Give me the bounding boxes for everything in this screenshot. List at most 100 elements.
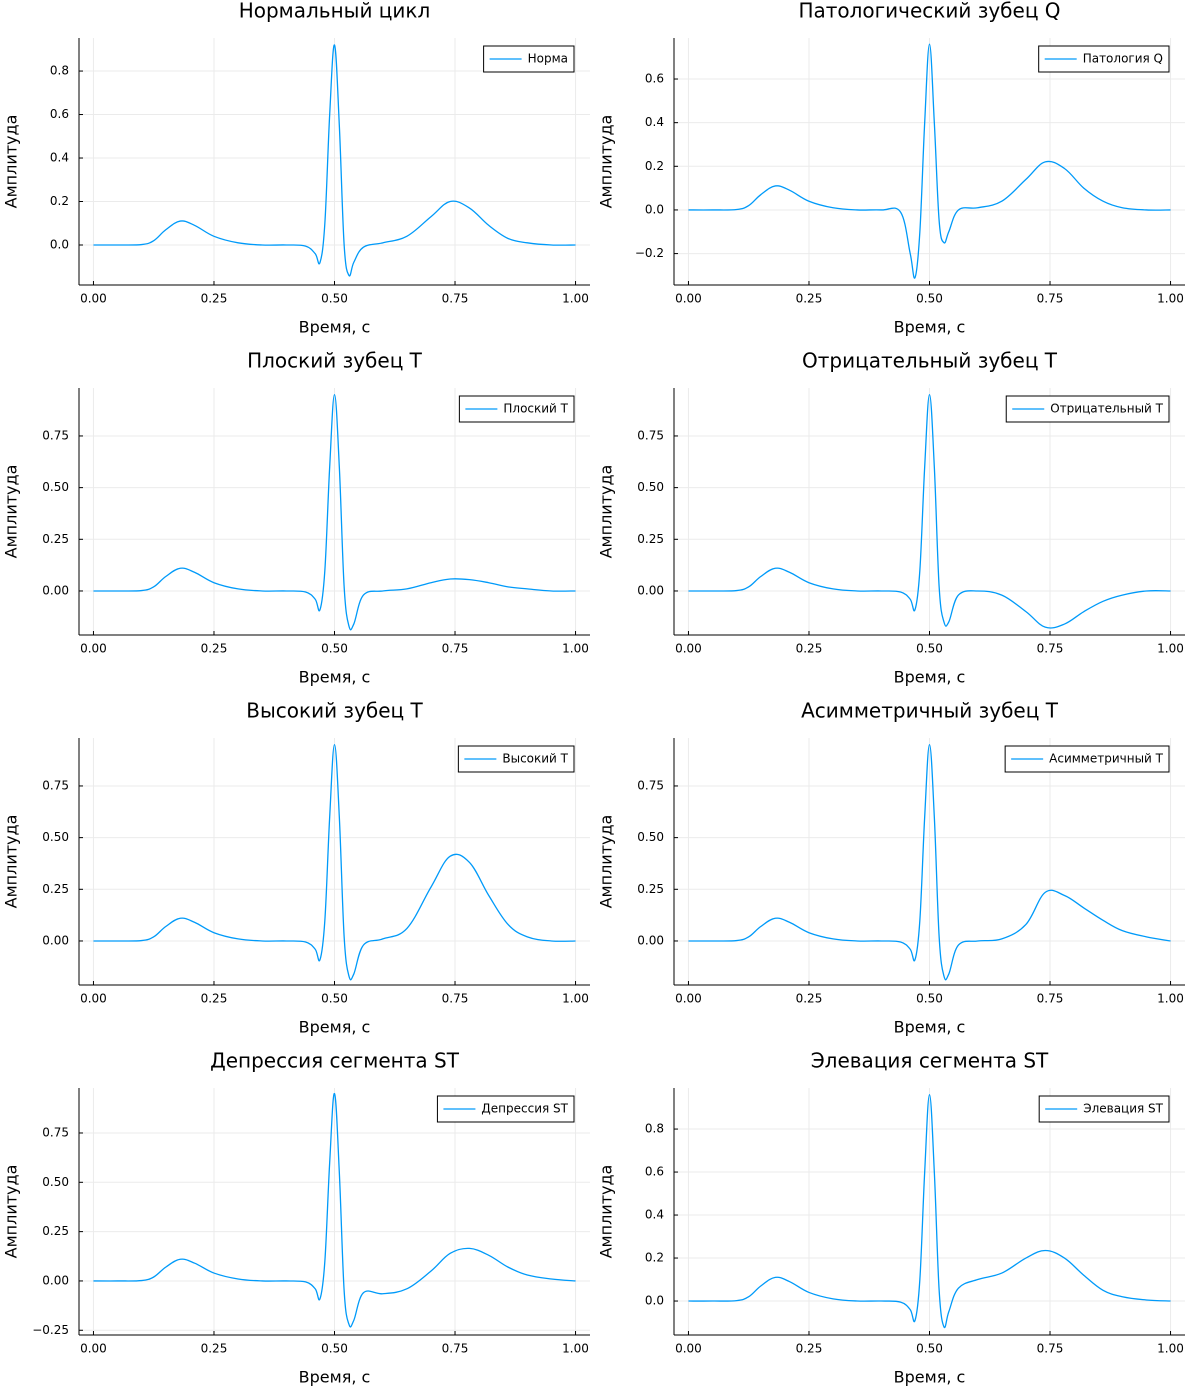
legend: Депрессия ST <box>436 1095 575 1123</box>
y-axis-label: Амплитуда <box>597 115 616 209</box>
x-tick-label: 1.00 <box>1157 992 1184 1006</box>
legend-label: Норма <box>528 52 568 66</box>
x-axis-label: Время, с <box>894 1018 966 1037</box>
y-tick-label: 0.4 <box>645 1208 664 1222</box>
x-tick-label: 0.75 <box>442 292 469 306</box>
y-tick-label: 0.50 <box>42 480 69 494</box>
y-tick-label: 0.50 <box>42 830 69 844</box>
x-tick-label: 1.00 <box>1157 642 1184 656</box>
chart-title: Высокий зубец T <box>246 699 423 723</box>
legend-label: Элевация ST <box>1083 1102 1163 1116</box>
subplot: Нормальный цикл Время, с Амплитуда 0.00 0.25… <box>2 0 590 337</box>
series-line <box>93 44 576 277</box>
legend-label: Депрессия ST <box>481 1102 568 1116</box>
y-axis-label: Амплитуда <box>597 1165 616 1259</box>
legend: Высокий T <box>457 745 575 773</box>
legend-label: Патология Q <box>1083 52 1163 66</box>
x-tick-label: 0.75 <box>1037 292 1064 306</box>
x-tick-label: 0.50 <box>916 1342 943 1356</box>
x-tick-label: 0.75 <box>442 992 469 1006</box>
y-tick-label: 0.2 <box>645 1251 664 1265</box>
x-tick-label: 0.00 <box>80 642 107 656</box>
x-tick-label: 0.50 <box>321 292 348 306</box>
x-tick-label: 0.00 <box>675 642 702 656</box>
x-tick-label: 1.00 <box>1157 292 1184 306</box>
x-tick-label: 1.00 <box>562 1342 589 1356</box>
y-tick-label: −0.25 <box>32 1323 69 1337</box>
subplot: Асимметричный зубец T Время, с Амплитуда 0.… <box>597 699 1185 1037</box>
x-tick-label: 0.00 <box>80 292 107 306</box>
x-tick-label: 0.75 <box>1037 992 1064 1006</box>
x-tick-label: 1.00 <box>562 292 589 306</box>
legend: Асимметричный T <box>1004 745 1170 773</box>
x-tick-label: 0.25 <box>201 992 228 1006</box>
y-tick-label: 0.25 <box>42 1224 69 1238</box>
y-tick-label: 0.4 <box>645 115 664 129</box>
y-tick-label: 0.4 <box>50 151 69 165</box>
y-tick-label: 0.75 <box>42 778 69 792</box>
x-tick-label: 0.50 <box>321 1342 348 1356</box>
x-tick-label: 0.50 <box>321 642 348 656</box>
legend: Отрицательный T <box>1005 395 1170 423</box>
y-axis-label: Амплитуда <box>2 1165 21 1259</box>
legend-label: Плоский T <box>503 402 568 416</box>
y-tick-label: 0.0 <box>645 202 664 216</box>
y-tick-label: 0.00 <box>42 933 69 947</box>
y-tick-label: 0.75 <box>42 428 69 442</box>
x-tick-label: 0.25 <box>796 642 823 656</box>
chart-title: Асимметричный зубец T <box>801 699 1059 723</box>
x-axis-label: Время, с <box>299 1368 371 1387</box>
x-axis-label: Время, с <box>299 668 371 687</box>
y-tick-label: 0.6 <box>645 72 664 86</box>
subplot: Отрицательный зубец T Время, с Амплитуда 0.… <box>597 349 1185 687</box>
subplot: Высокий зубец T Время, с Амплитуда 0.00 0.25… <box>2 699 590 1037</box>
x-axis-label: Время, с <box>299 1018 371 1037</box>
legend: Норма <box>483 45 575 73</box>
y-tick-label: 0.75 <box>637 428 664 442</box>
x-tick-label: 0.25 <box>201 292 228 306</box>
legend: Плоский T <box>458 395 575 423</box>
y-tick-label: 0.75 <box>637 778 664 792</box>
y-tick-label: 0.2 <box>50 194 69 208</box>
y-tick-label: −0.2 <box>635 246 664 260</box>
x-tick-label: 0.75 <box>1037 1342 1064 1356</box>
y-tick-label: 0.75 <box>42 1125 69 1139</box>
x-tick-label: 0.75 <box>442 1342 469 1356</box>
y-tick-label: 0.25 <box>42 882 69 896</box>
y-tick-label: 0.8 <box>50 64 69 78</box>
y-axis-label: Амплитуда <box>597 465 616 559</box>
x-tick-label: 0.25 <box>201 642 228 656</box>
chart-title: Патологический зубец Q <box>798 0 1060 23</box>
legend-label: Отрицательный T <box>1050 402 1163 416</box>
chart-title: Отрицательный зубец T <box>802 349 1058 373</box>
y-axis-label: Амплитуда <box>2 465 21 559</box>
y-tick-label: 0.25 <box>637 532 664 546</box>
y-tick-label: 0.25 <box>42 532 69 546</box>
series-line <box>93 743 576 981</box>
series-line <box>688 1094 1171 1329</box>
legend: Элевация ST <box>1038 1095 1170 1123</box>
x-tick-label: 1.00 <box>1157 1342 1184 1356</box>
x-tick-label: 0.50 <box>321 992 348 1006</box>
x-tick-label: 0.50 <box>916 992 943 1006</box>
y-axis-label: Амплитуда <box>2 815 21 909</box>
y-tick-label: 0.50 <box>637 830 664 844</box>
chart-title: Нормальный цикл <box>239 0 431 23</box>
series-line <box>93 1092 576 1328</box>
subplot: Элевация сегмента ST Время, с Амплитуда 0.0… <box>597 1049 1185 1387</box>
legend-box <box>1004 745 1170 773</box>
x-axis-label: Время, с <box>299 318 371 337</box>
subplot: Плоский зубец T Время, с Амплитуда 0.00 0.25… <box>2 349 590 687</box>
series-line <box>688 743 1171 981</box>
series-line <box>93 393 576 631</box>
y-tick-label: 0.50 <box>42 1175 69 1189</box>
legend-label: Асимметричный T <box>1049 752 1164 766</box>
x-tick-label: 0.00 <box>80 992 107 1006</box>
y-tick-label: 0.00 <box>637 583 664 597</box>
y-tick-label: 0.25 <box>637 882 664 896</box>
x-tick-label: 0.75 <box>442 642 469 656</box>
x-axis-label: Время, с <box>894 668 966 687</box>
y-tick-label: 0.00 <box>42 583 69 597</box>
